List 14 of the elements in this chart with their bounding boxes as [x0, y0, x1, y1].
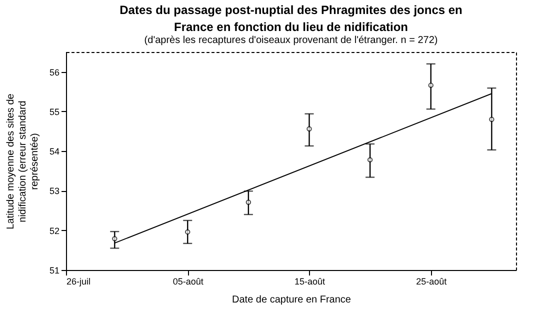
chart-subtitle: (d'après les recaptures d'oiseaux provenant de l'étranger. n = 272) [144, 35, 438, 46]
y-axis-title: Latitude moyenne des sites de nidification (erreur standard représentée) [5, 93, 40, 230]
y-tick-label: 51 [49, 266, 60, 276]
x-tick-label: 25-août [416, 276, 448, 286]
y-tick-label: 55 [49, 106, 60, 117]
x-tick-label: 26-juil [66, 276, 91, 286]
chart-title: Dates du passage post-nuptial des Phragmites des joncs en France en fonction du lieu de nidification [120, 3, 462, 34]
y-tick-label: 54 [49, 146, 60, 157]
x-tick-label: 15-août [294, 276, 326, 286]
y-tick-label: 53 [49, 186, 60, 196]
y-tick-label: 56 [49, 67, 60, 78]
y-tick-label: 52 [49, 226, 60, 236]
x-tick-label: 05-août [172, 276, 204, 286]
x-axis-title: Date de capture en France [232, 294, 352, 306]
